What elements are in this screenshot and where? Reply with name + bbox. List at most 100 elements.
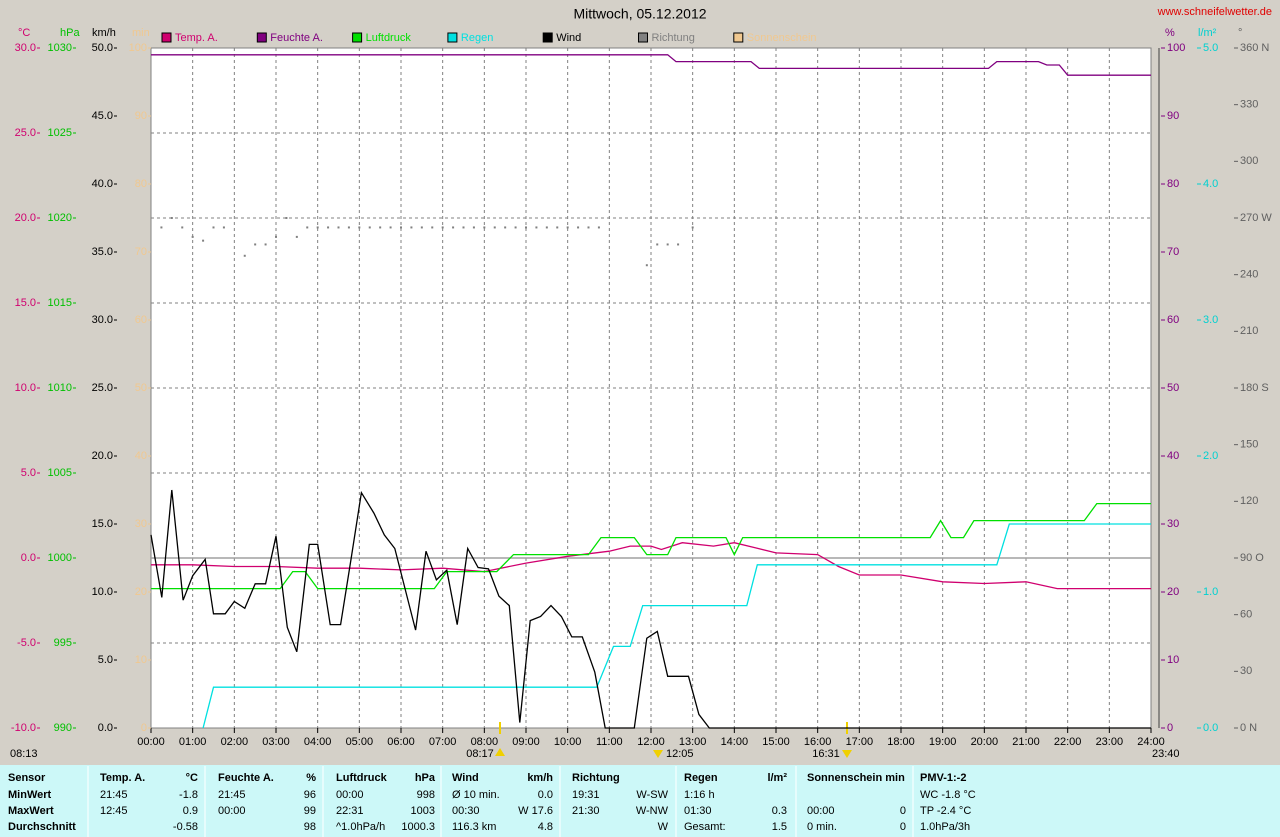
direction-dot (514, 226, 517, 229)
direction-dot (181, 226, 184, 229)
series-line (151, 542, 1151, 590)
y-tick-label: 50 (1167, 382, 1179, 394)
table-cell: 98 (304, 821, 316, 833)
x-tick-label: 20:00 (971, 736, 999, 748)
axis-unit: % (1165, 27, 1175, 39)
x-tick-label: 08:00 (471, 736, 499, 748)
table-cell: MinWert (8, 789, 52, 801)
direction-dot (441, 226, 444, 229)
table-cell: 21:45 (100, 789, 128, 801)
table-cell: Sensor (8, 772, 46, 784)
direction-dot (677, 243, 680, 246)
y-tick-label: 270 W (1240, 212, 1272, 224)
series-line (202, 523, 1151, 729)
direction-dot (306, 226, 309, 229)
table-cell: 0 min. (807, 821, 837, 833)
y-tick-label: 40 (1167, 450, 1179, 462)
y-tick-label: 360 N (1240, 42, 1269, 54)
y-tick-label: 40.0 (92, 178, 113, 190)
y-tick-label: 1010 (48, 382, 72, 394)
direction-dot (316, 226, 319, 229)
direction-dot (587, 226, 590, 229)
y-tick-label: 5.0 (98, 654, 113, 666)
annotation: 08:13 (10, 748, 38, 760)
table-cell: 0.0 (538, 789, 553, 801)
direction-dot (493, 226, 496, 229)
table-cell: 00:00 (218, 805, 246, 817)
y-tick-label: 90 O (1240, 552, 1264, 564)
table-cell: Regen (684, 772, 718, 784)
table-cell: km/h (527, 772, 553, 784)
x-tick-label: 16:00 (804, 736, 832, 748)
y-tick-label: 1005 (48, 467, 72, 479)
table-cell: Luftdruck (336, 772, 388, 784)
direction-dot (358, 226, 361, 229)
y-tick-label: 20 (135, 586, 147, 598)
direction-dot (191, 235, 194, 238)
sunrise-marker (495, 748, 505, 756)
y-tick-label: 0.0 (1203, 722, 1218, 734)
legend-swatch (161, 32, 172, 43)
direction-dot (285, 217, 288, 219)
direction-dot (212, 226, 215, 229)
series-line (150, 489, 1151, 729)
table-cell: Richtung (572, 772, 620, 784)
y-tick-label: 1000 (48, 552, 72, 564)
series-line (151, 502, 1151, 590)
axis-unit: km/h (92, 27, 116, 39)
direction-dot (254, 243, 257, 246)
table-cell: 19:31 (572, 789, 600, 801)
y-tick-label: 30 (135, 518, 147, 530)
table-cell: hPa (415, 772, 436, 784)
y-tick-label: 45.0 (92, 110, 113, 122)
legend-label: Sonnenschein (747, 32, 817, 44)
y-tick-label: 10.0 (15, 382, 36, 394)
legend-swatch (256, 32, 267, 43)
y-tick-label: 50 (135, 382, 147, 394)
y-tick-label: 20.0 (92, 450, 113, 462)
y-tick-label: 30.0 (15, 42, 36, 54)
x-tick-label: 24:00 (1137, 736, 1165, 748)
x-tick-label: 03:00 (262, 736, 290, 748)
table-background (0, 765, 1280, 837)
table-cell: 00:30 (452, 805, 480, 817)
direction-dot (472, 226, 475, 229)
y-tick-label: 25.0 (92, 382, 113, 394)
direction-dot (327, 226, 330, 229)
x-tick-label: 22:00 (1054, 736, 1082, 748)
x-tick-label: 15:00 (762, 736, 790, 748)
y-tick-label: 3.0 (1203, 314, 1218, 326)
y-tick-label: 60 (1240, 609, 1252, 621)
x-tick-label: 23:00 (1096, 736, 1124, 748)
legend-swatch (733, 32, 744, 43)
direction-dot (420, 226, 423, 229)
direction-dot (264, 243, 267, 246)
direction-dot (535, 226, 538, 229)
y-tick-label: 0.0 (98, 722, 113, 734)
y-tick-label: 0 (141, 722, 147, 734)
table-cell: 96 (304, 789, 316, 801)
y-tick-label: 25.0 (15, 127, 36, 139)
direction-dot (295, 235, 298, 238)
annotation: 23:40 (1152, 748, 1180, 760)
y-tick-label: 80 (1167, 178, 1179, 190)
table-cell: 0 (900, 821, 906, 833)
direction-dot (597, 226, 600, 229)
table-cell: W (658, 821, 669, 833)
table-cell: 22:31 (336, 805, 364, 817)
table-cell: 01:30 (684, 805, 712, 817)
table-cell: WC -1.8 °C (920, 789, 976, 801)
y-tick-label: 120 (1240, 495, 1258, 507)
y-tick-label: 10.0 (92, 586, 113, 598)
table-cell: 00:00 (336, 789, 364, 801)
y-tick-label: 100 (1167, 42, 1185, 54)
direction-dot (504, 226, 507, 229)
table-cell: 1003 (411, 805, 435, 817)
y-tick-label: 5.0 (21, 467, 36, 479)
y-tick-label: -5.0 (17, 637, 36, 649)
table-cell: 1.0hPa/3h (920, 821, 970, 833)
table-cell: Gesamt: (684, 821, 726, 833)
y-tick-label: 0.0 (21, 552, 36, 564)
transit-marker (653, 750, 663, 758)
table-cell: 21:30 (572, 805, 600, 817)
